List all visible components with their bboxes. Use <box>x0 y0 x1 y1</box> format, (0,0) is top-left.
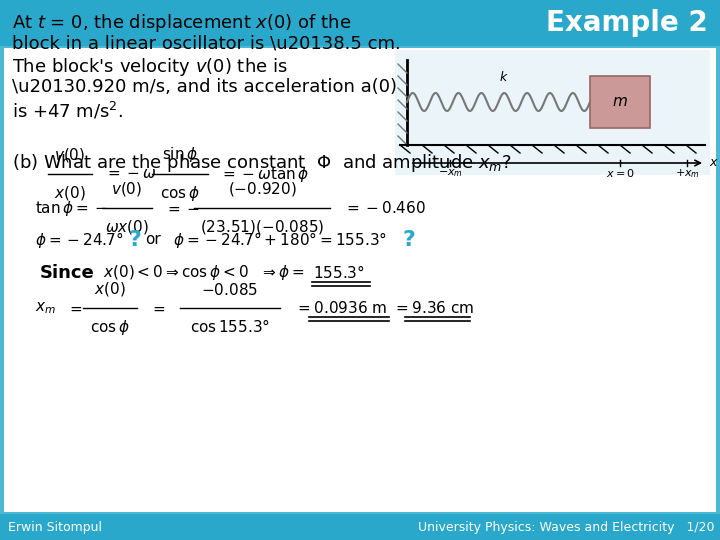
Text: $\omega x$(0): $\omega x$(0) <box>105 218 149 236</box>
Text: $= 0.0936$ m: $= 0.0936$ m <box>295 300 387 316</box>
Text: ?: ? <box>128 230 141 250</box>
Text: Since: Since <box>40 264 95 282</box>
Text: $\Rightarrow\phi=$: $\Rightarrow\phi=$ <box>260 264 305 282</box>
Text: University Physics: Waves and Electricity   1/20: University Physics: Waves and Electricit… <box>418 521 714 534</box>
Text: block in a linear oscillator is \u20138.5 cm.: block in a linear oscillator is \u20138.… <box>12 34 401 52</box>
Text: $v$(0): $v$(0) <box>112 180 143 198</box>
Text: x: x <box>709 157 716 170</box>
Text: $=$: $=$ <box>67 300 83 315</box>
Text: ?: ? <box>403 230 416 250</box>
Text: $-x_m$: $-x_m$ <box>438 167 462 179</box>
Text: $\phi = -24.7°$: $\phi = -24.7°$ <box>35 230 124 250</box>
Text: $(-0.920)$: $(-0.920)$ <box>228 180 297 198</box>
Text: $\tan\phi = -$: $\tan\phi = -$ <box>35 199 107 218</box>
Text: $x$(0): $x$(0) <box>94 280 126 298</box>
Text: or: or <box>145 233 161 247</box>
Text: $\cos\phi$: $\cos\phi$ <box>90 318 130 337</box>
Text: $= -0.460$: $= -0.460$ <box>344 200 426 216</box>
Text: is +47 m/s$^2$.: is +47 m/s$^2$. <box>12 100 123 121</box>
Bar <box>0 0 720 46</box>
Text: $x_m$: $x_m$ <box>35 300 56 316</box>
Text: k: k <box>500 71 507 84</box>
Text: $x=0$: $x=0$ <box>606 167 634 179</box>
Text: $=$: $=$ <box>150 300 166 315</box>
Text: $x(0) < 0\Rightarrow\cos\phi < 0$: $x(0) < 0\Rightarrow\cos\phi < 0$ <box>103 264 248 282</box>
Text: $\sin\phi$: $\sin\phi$ <box>162 145 198 164</box>
Text: $-0.085$: $-0.085$ <box>202 282 258 298</box>
Text: The block's velocity $v$(0) the is: The block's velocity $v$(0) the is <box>12 56 288 78</box>
Text: \u20130.920 m/s, and its acceleration a(0): \u20130.920 m/s, and its acceleration a(… <box>12 78 397 96</box>
Text: $v$(0): $v$(0) <box>55 146 86 164</box>
Text: $= -\omega$: $= -\omega$ <box>105 166 156 181</box>
Bar <box>590 76 650 128</box>
Text: At $t$ = 0, the displacement $x$(0) of the: At $t$ = 0, the displacement $x$(0) of t… <box>12 12 351 34</box>
Bar <box>395 50 710 175</box>
Text: $= -\omega\tan\phi$: $= -\omega\tan\phi$ <box>220 165 309 184</box>
Text: $+x_m$: $+x_m$ <box>675 167 699 180</box>
Text: Erwin Sitompul: Erwin Sitompul <box>8 521 102 534</box>
Bar <box>0 514 720 540</box>
Bar <box>4 48 716 512</box>
Text: $= -$: $= -$ <box>165 200 200 215</box>
Text: $\cos\phi$: $\cos\phi$ <box>160 184 200 203</box>
Text: $\cos 155.3°$: $\cos 155.3°$ <box>190 318 270 335</box>
Text: Example 2: Example 2 <box>546 9 708 37</box>
Text: (b) What are the phase constant  $\Phi$  and amplitude $x_m$?: (b) What are the phase constant $\Phi$ a… <box>12 152 512 174</box>
Text: $(23.51)(-0.085)$: $(23.51)(-0.085)$ <box>199 218 324 236</box>
Text: $x$(0): $x$(0) <box>54 184 86 202</box>
Text: $= 9.36$ cm: $= 9.36$ cm <box>393 300 474 316</box>
Text: $155.3°$: $155.3°$ <box>313 265 365 281</box>
Text: m: m <box>613 94 627 110</box>
Text: $\phi = -24.7°+180° = 155.3°$: $\phi = -24.7°+180° = 155.3°$ <box>173 230 387 250</box>
